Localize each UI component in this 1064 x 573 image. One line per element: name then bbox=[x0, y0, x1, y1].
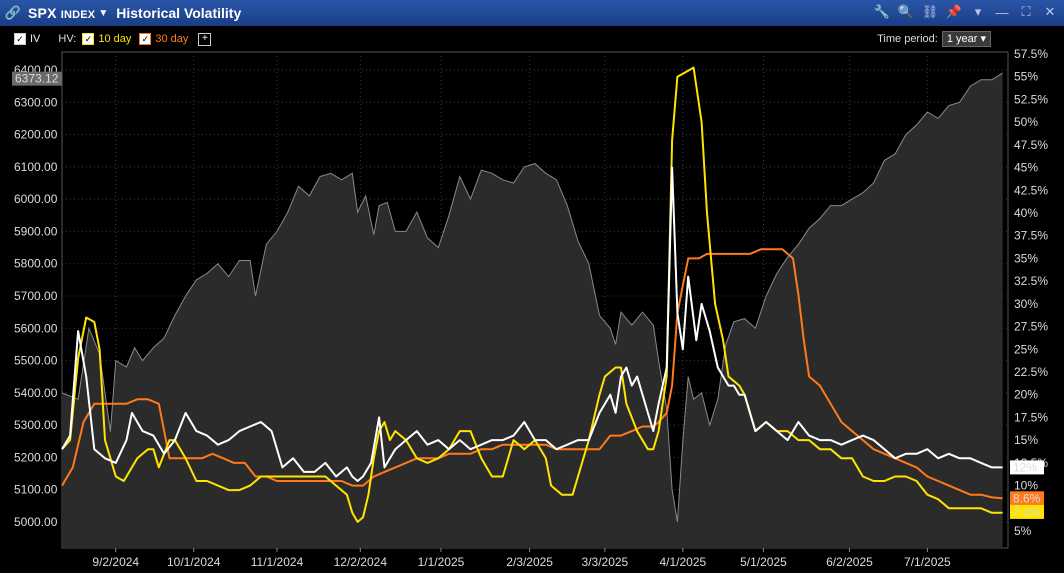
x-tick-label: 12/2/2024 bbox=[334, 555, 388, 569]
right-tick-label: 5% bbox=[1014, 524, 1032, 538]
ticker-label[interactable]: SPX INDEX bbox=[28, 5, 95, 21]
left-tick-label: 5700.00 bbox=[14, 289, 58, 303]
left-tick-label: 5400.00 bbox=[14, 386, 58, 400]
wrench-icon[interactable]: 🔧 bbox=[873, 4, 891, 19]
right-tick-label: 55% bbox=[1014, 70, 1038, 84]
end-label-IV: 12% bbox=[1010, 460, 1044, 475]
time-period-label: Time period: bbox=[877, 33, 938, 45]
right-tick-label: 25% bbox=[1014, 342, 1038, 356]
right-tick-label: 35% bbox=[1014, 251, 1038, 265]
time-period-select[interactable]: 1 year ▾ bbox=[941, 31, 991, 47]
iv-checkbox[interactable]: ✓ bbox=[14, 33, 26, 45]
add-series-button[interactable]: + bbox=[198, 32, 212, 46]
end-label-box bbox=[1010, 460, 1044, 475]
right-tick-label: 30% bbox=[1014, 297, 1038, 311]
ticker-symbol: SPX bbox=[28, 5, 57, 21]
price-line bbox=[61, 72, 1003, 523]
left-tick-label: 5600.00 bbox=[14, 321, 58, 335]
x-tick-label: 11/1/2024 bbox=[251, 555, 304, 569]
right-tick-label: 47.5% bbox=[1014, 138, 1048, 152]
end-label-box bbox=[1010, 491, 1044, 506]
last-price-text: 6373.12 bbox=[15, 72, 59, 86]
left-tick-label: 5800.00 bbox=[14, 257, 58, 271]
end-label-box bbox=[1010, 504, 1044, 519]
left-tick-label: 6300.00 bbox=[14, 95, 58, 109]
link-icon[interactable]: 🔗 bbox=[4, 5, 22, 20]
right-tick-label: 37.5% bbox=[1014, 229, 1048, 243]
left-tick-label: 5000.00 bbox=[14, 515, 58, 529]
right-tick-label: 40% bbox=[1014, 206, 1038, 220]
search-icon[interactable]: 🔍 bbox=[897, 4, 915, 19]
left-tick-label: 5100.00 bbox=[14, 483, 58, 497]
last-price-box bbox=[12, 71, 62, 86]
right-tick-label: 57.5% bbox=[1014, 47, 1048, 61]
window-tools: 🔧 🔍 ⛓ 📌 ▾ — ⛶ ✕ bbox=[874, 3, 1058, 21]
series-30-day bbox=[61, 248, 1003, 500]
x-tick-label: 2/3/2025 bbox=[506, 555, 553, 569]
left-tick-label: 5200.00 bbox=[14, 450, 58, 464]
end-label-10-day: 7.1% bbox=[1010, 505, 1044, 519]
x-tick-label: 6/2/2025 bbox=[826, 555, 873, 569]
right-tick-label: 10% bbox=[1014, 479, 1038, 493]
legend-hv10: 10 day bbox=[98, 33, 132, 45]
right-tick-label: 27.5% bbox=[1014, 320, 1048, 334]
right-tick-label: 52.5% bbox=[1014, 92, 1048, 106]
legend-iv: IV bbox=[30, 33, 41, 45]
left-tick-label: 5900.00 bbox=[14, 224, 58, 238]
right-tick-label: 45% bbox=[1014, 161, 1038, 175]
chain-icon[interactable]: ⛓ bbox=[921, 4, 939, 19]
last-price-label: 6373.12 bbox=[12, 71, 62, 86]
x-tick-label: 1/1/2025 bbox=[418, 555, 465, 569]
page-title: Historical Volatility bbox=[116, 5, 242, 21]
close-icon[interactable]: ✕ bbox=[1044, 4, 1056, 19]
right-tick-label: 20% bbox=[1014, 388, 1038, 402]
maximize-icon[interactable]: ⛶ bbox=[1021, 4, 1031, 19]
hv10-checkbox[interactable]: ✓ bbox=[82, 33, 95, 45]
minimize-icon[interactable]: — bbox=[995, 4, 1009, 20]
hv30-checkbox[interactable]: ✓ bbox=[139, 33, 152, 45]
left-tick-label: 5500.00 bbox=[14, 354, 58, 368]
x-tick-label: 7/1/2025 bbox=[904, 555, 951, 569]
time-period-value: 1 year bbox=[946, 33, 978, 45]
time-period: Time period: 1 year ▾ bbox=[877, 31, 991, 47]
left-tick-label: 6100.00 bbox=[14, 160, 58, 174]
series-IV bbox=[61, 166, 1003, 482]
ticker-caret-icon[interactable]: ▼ bbox=[98, 7, 109, 19]
end-label-text: 7.1% bbox=[1013, 505, 1041, 519]
right-tick-label: 22.5% bbox=[1014, 365, 1048, 379]
left-tick-label: 6200.00 bbox=[14, 128, 58, 142]
price-area bbox=[62, 73, 1003, 548]
axes: 5000.00 5100.00 5200.00 5300.00 5400.00 5500.… bbox=[12, 47, 1048, 569]
right-tick-label: 17.5% bbox=[1014, 410, 1048, 424]
end-label-30-day: 8.6% bbox=[1010, 491, 1044, 506]
x-tick-label: 4/1/2025 bbox=[659, 555, 706, 569]
x-tick-label: 10/1/2024 bbox=[167, 555, 221, 569]
title-bar: 🔗 SPX INDEX ▼ Historical Volatility 🔧 🔍 … bbox=[0, 0, 1064, 26]
right-tick-label: 50% bbox=[1014, 115, 1038, 129]
plot-area bbox=[61, 66, 1003, 548]
ticker-suffix: INDEX bbox=[60, 9, 96, 21]
legend: ✓ IV HV: ✓ 10 day ✓ 30 day + bbox=[14, 31, 212, 47]
x-tick-label: 9/2/2024 bbox=[92, 555, 139, 569]
right-tick-label: 42.5% bbox=[1014, 183, 1048, 197]
x-tick-label: 5/1/2025 bbox=[740, 555, 787, 569]
left-tick-label: 6000.00 bbox=[14, 192, 58, 206]
end-label-text: 8.6% bbox=[1013, 491, 1041, 505]
right-tick-label: 32.5% bbox=[1014, 274, 1048, 288]
pin-icon[interactable]: 📌 bbox=[945, 4, 963, 19]
caret-icon[interactable]: ▾ bbox=[974, 4, 982, 19]
end-label-text: 12% bbox=[1013, 460, 1037, 474]
legend-hv: HV: bbox=[58, 33, 77, 45]
right-tick-label: 15% bbox=[1014, 433, 1038, 447]
x-tick-label: 3/3/2025 bbox=[582, 555, 629, 569]
legend-hv30: 30 day bbox=[155, 33, 189, 45]
series-10-day bbox=[61, 66, 1003, 523]
left-tick-label: 5300.00 bbox=[14, 418, 58, 432]
